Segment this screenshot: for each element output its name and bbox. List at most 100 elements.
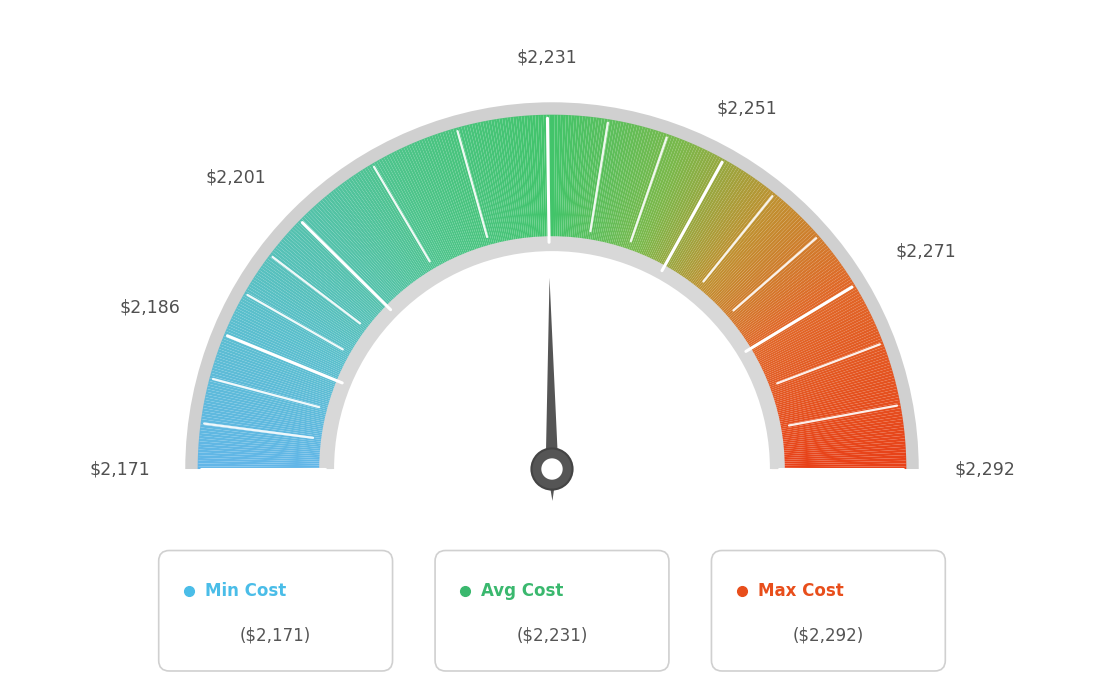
Wedge shape <box>757 341 883 391</box>
Wedge shape <box>552 115 555 249</box>
Wedge shape <box>461 126 498 257</box>
Wedge shape <box>596 122 627 254</box>
Wedge shape <box>294 224 393 319</box>
Wedge shape <box>198 455 332 462</box>
Wedge shape <box>381 157 448 277</box>
Wedge shape <box>765 386 898 420</box>
Wedge shape <box>412 143 466 268</box>
FancyBboxPatch shape <box>435 551 669 671</box>
Wedge shape <box>399 148 458 271</box>
Wedge shape <box>473 124 505 255</box>
Wedge shape <box>757 344 884 393</box>
Wedge shape <box>728 256 837 339</box>
Wedge shape <box>707 217 803 314</box>
Wedge shape <box>743 293 861 362</box>
Wedge shape <box>712 226 813 320</box>
Wedge shape <box>766 392 899 423</box>
Wedge shape <box>751 318 873 377</box>
Wedge shape <box>353 175 429 287</box>
Wedge shape <box>658 159 725 277</box>
Wedge shape <box>771 427 904 445</box>
Wedge shape <box>291 226 392 320</box>
Wedge shape <box>667 167 740 283</box>
Wedge shape <box>530 115 540 250</box>
Wedge shape <box>631 139 682 265</box>
Wedge shape <box>257 270 370 347</box>
Wedge shape <box>747 308 869 371</box>
Wedge shape <box>638 143 692 268</box>
Wedge shape <box>573 116 588 250</box>
Wedge shape <box>341 182 423 293</box>
Wedge shape <box>298 220 395 316</box>
Wedge shape <box>202 408 336 433</box>
Wedge shape <box>764 375 894 413</box>
Wedge shape <box>749 310 870 373</box>
Wedge shape <box>203 405 336 431</box>
Wedge shape <box>611 127 648 257</box>
Wedge shape <box>715 233 818 324</box>
Wedge shape <box>688 190 774 297</box>
Wedge shape <box>752 321 875 379</box>
Wedge shape <box>252 279 367 353</box>
Wedge shape <box>702 210 797 310</box>
Wedge shape <box>654 155 718 275</box>
Wedge shape <box>763 368 892 408</box>
Wedge shape <box>747 306 868 369</box>
Wedge shape <box>499 118 521 252</box>
Wedge shape <box>750 315 872 375</box>
Wedge shape <box>524 115 537 250</box>
Wedge shape <box>614 129 654 259</box>
Wedge shape <box>429 136 478 263</box>
Wedge shape <box>243 293 361 362</box>
Wedge shape <box>301 217 397 314</box>
Wedge shape <box>316 204 406 306</box>
Wedge shape <box>734 270 847 347</box>
Wedge shape <box>725 252 834 336</box>
Wedge shape <box>280 239 385 328</box>
Wedge shape <box>222 339 348 390</box>
Wedge shape <box>262 263 373 343</box>
Wedge shape <box>360 170 434 284</box>
Wedge shape <box>617 130 659 259</box>
Wedge shape <box>732 265 843 344</box>
Wedge shape <box>733 268 845 346</box>
Wedge shape <box>562 115 572 250</box>
Wedge shape <box>521 116 534 250</box>
Wedge shape <box>678 179 758 290</box>
Wedge shape <box>709 220 806 316</box>
Wedge shape <box>576 117 594 251</box>
Wedge shape <box>208 384 339 417</box>
Wedge shape <box>448 130 489 259</box>
Wedge shape <box>622 133 667 262</box>
Wedge shape <box>574 117 591 250</box>
Wedge shape <box>769 413 902 436</box>
Wedge shape <box>379 159 446 277</box>
Wedge shape <box>761 359 890 403</box>
Wedge shape <box>602 124 635 255</box>
Wedge shape <box>227 323 352 380</box>
Wedge shape <box>724 250 832 335</box>
Wedge shape <box>646 148 705 271</box>
Wedge shape <box>772 450 906 459</box>
Wedge shape <box>198 464 332 467</box>
Wedge shape <box>201 416 335 438</box>
Wedge shape <box>696 201 786 304</box>
Wedge shape <box>394 151 455 273</box>
Wedge shape <box>202 411 336 435</box>
Text: ($2,292): ($2,292) <box>793 627 864 644</box>
Wedge shape <box>598 123 629 255</box>
Wedge shape <box>744 296 862 363</box>
Text: $2,231: $2,231 <box>517 49 577 67</box>
Wedge shape <box>346 179 426 290</box>
Wedge shape <box>704 215 800 313</box>
Wedge shape <box>768 405 901 431</box>
Wedge shape <box>224 331 350 385</box>
Wedge shape <box>367 166 438 282</box>
Wedge shape <box>290 228 391 321</box>
Wedge shape <box>212 365 342 406</box>
Wedge shape <box>577 117 596 251</box>
Wedge shape <box>767 397 900 426</box>
Wedge shape <box>769 424 904 443</box>
Wedge shape <box>739 282 854 354</box>
Wedge shape <box>555 115 561 249</box>
